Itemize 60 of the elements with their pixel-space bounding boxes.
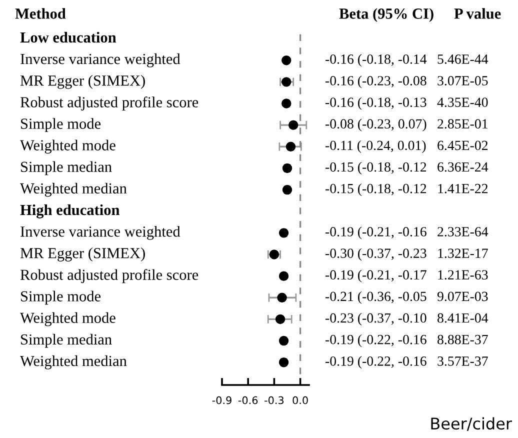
text: 3.07E-05 [438,76,488,86]
y-tick-label: Weighted median [20,182,127,197]
text: 1.21E-63 [438,270,488,280]
text: Beta (95% CI) [339,8,434,22]
data-label: -0.16 (-0.18, -0.14 [326,54,427,67]
text: 8.41E-04 [438,313,488,323]
point [286,142,296,152]
text: 6.36E-24 [438,162,488,172]
point [288,120,298,130]
y-tick-label: Simple mode [21,290,101,305]
data-label: -0.21 (-0.36, -0.05 [326,291,426,304]
y-tick-label: MR Egger (SIMEX) [20,248,145,262]
y-tick-label: Robust adjusted profile score [20,269,198,284]
data-label: -0.19 (-0.21, -0.16 [326,226,426,240]
text: 4.35E-40 [437,98,488,108]
y-tick-label: Robust adjusted profile score [20,96,198,111]
data-label: -0.16 (-0.18, -0.13 [326,97,426,110]
data-label: -0.15 (-0.18, -0.12 [326,183,426,196]
point [277,292,287,302]
data-label: -0.08 (-0.23, 0.07) [326,118,426,132]
text: Beer/cider [431,417,512,431]
y-tick-label: Simple median [21,161,112,176]
text: 1.41E-22 [438,184,488,194]
text: 2.85E-01 [438,119,488,129]
point [278,271,289,281]
text: 8.88E-37 [438,334,488,344]
y-tick-label: MR Egger (SIMEX) [20,74,145,89]
data-label: -0.16 (-0.23, -0.08 [326,76,426,88]
x-tick-label: -0.6 [238,396,258,404]
point [282,55,292,66]
y-tick-label: Simple mode [21,118,101,132]
y-tick-label: Inverse variance weighted [20,226,180,240]
data-label: -0.19 (-0.22, -0.16 [326,356,426,369]
y-tick-label: High education [20,204,120,218]
y-tick-label: Simple median [21,334,112,348]
point [278,228,289,238]
point [282,77,292,87]
y-tick-label: Inverse variance weighted [20,53,180,68]
y-tick-label: Low education [20,32,116,43]
data-label: -0.11 (-0.24, 0.01) [326,140,426,153]
text: 5.46E-44 [438,54,488,64]
data-label: -0.19 (-0.21, -0.17 [326,270,426,282]
y-tick-label: Weighted median [20,355,127,370]
y-tick-label: Weighted mode [20,140,116,154]
text: 1.32E-17 [438,248,488,258]
x-tick-label: 0.0 [292,396,308,404]
data-label: -0.19 (-0.22, -0.16 [326,334,426,348]
text: 6.45E-02 [438,140,488,150]
data-label: -0.23 (-0.37, -0.10 [326,312,426,326]
y-axis-title: Method [15,8,66,19]
data-label: -0.30 (-0.37, -0.23 [326,248,426,261]
text: 2.33E-64 [438,227,488,236]
y-tick-label: Weighted mode [20,312,116,326]
text: P value [454,8,501,19]
point [275,314,286,324]
text: 3.57E-37 [438,356,488,366]
x-tick-label: -0.9 [212,396,232,404]
text: 9.07E-03 [437,292,488,302]
data-label: -0.15 (-0.18, -0.12 [326,162,426,175]
x-tick-label: -0.3 [264,396,284,404]
